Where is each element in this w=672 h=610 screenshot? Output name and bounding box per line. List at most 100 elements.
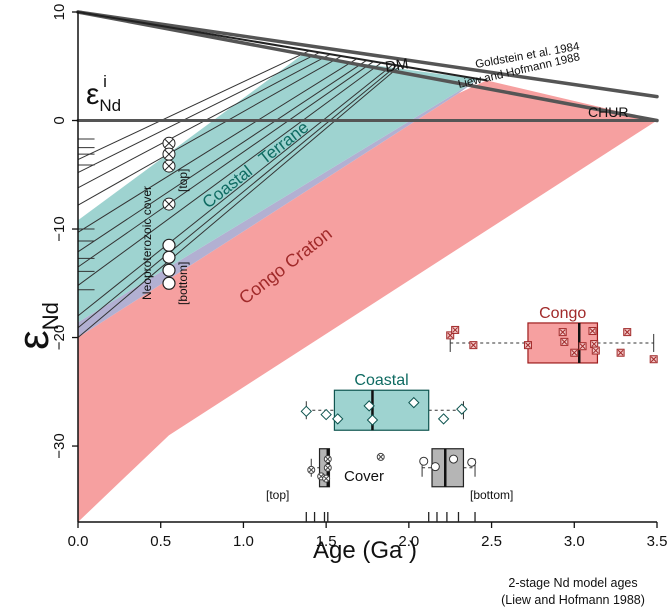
cover-label-marker: [376, 452, 385, 461]
evolution-line-1: [77, 51, 320, 174]
evolution-line-9: [77, 64, 398, 329]
line-dm: [77, 11, 488, 82]
epsilon-nd-initial-label: εNd i: [86, 72, 121, 115]
region-coastal-overlap: [78, 79, 479, 338]
cover-crossed-point-2-cross: [164, 161, 174, 171]
evolution-line-0: [77, 50, 310, 161]
boxplot-0-point-6-cross: [571, 349, 578, 356]
evolution-line-7: [77, 62, 382, 286]
axes-frame: [77, 12, 657, 523]
y-tick-label-0: 10: [51, 4, 68, 21]
boxplot-0-point-2: [469, 341, 478, 350]
boxplot-2-point-2-cross: [325, 456, 331, 462]
x-tick-label-4: 2.0: [398, 533, 419, 550]
boxplot-3-point-0: [419, 456, 429, 466]
boxplot-3: [419, 448, 477, 488]
footnote-line-2: (Liew and Hofmann 1988): [501, 593, 645, 607]
tick-layer: 0.0 0.5 1.0 1.5 2.0 2.5 3.0 3.5 10 0 −10 −20 −30: [51, 4, 667, 550]
boxplot-0-point-7-cross: [589, 328, 596, 334]
epsilon-label-sup: i: [103, 72, 107, 91]
x-tick-label-3: 1.5: [316, 533, 337, 550]
cover-crossed-point-0: [162, 136, 176, 150]
epsilon-label-sub: Nd: [99, 96, 121, 115]
boxplot-0-point-6: [570, 348, 579, 357]
x-tick-label-6: 3.0: [564, 533, 585, 550]
boxplot-2: [307, 448, 332, 488]
region-coastal-terrane: [78, 55, 479, 323]
y-tick-label-2: −10: [51, 216, 68, 241]
boxplot-0-point-9-cross: [592, 347, 599, 354]
label-cover-bottom-box: [bottom]: [470, 488, 513, 502]
boxplot-2-point-0-cross: [308, 467, 314, 473]
boxplot-0-point-13: [578, 342, 587, 351]
boxplot-0-point-5: [560, 337, 569, 346]
evolution-line-3: [77, 55, 342, 206]
boxplot-2-point-4-cross: [323, 475, 329, 482]
boxplot-0-point-1: [451, 325, 460, 334]
boxplot-0-point-12-cross: [650, 356, 657, 363]
x-axis-label: Age (Ga ): [313, 537, 417, 564]
boxplot-1-point-1: [320, 408, 332, 421]
boxplot-0-point-2-cross: [470, 342, 477, 348]
cover-open-point-0: [162, 238, 176, 252]
boxplot-0-point-11: [623, 328, 632, 337]
boxplot-0-point-13-cross: [579, 343, 586, 350]
y-tick-label-1: 0: [51, 116, 68, 124]
boxplot-2-point-3: [323, 463, 332, 472]
y-axis-label-sub: Nd: [38, 302, 63, 330]
boxplot-0-point-4: [558, 328, 567, 337]
evolution-line-8: [77, 64, 394, 317]
boxplot-0-point-9: [591, 346, 600, 355]
boxplot-1-point-6: [437, 413, 450, 425]
label-cover-bottom: [bottom]: [176, 262, 190, 305]
boxplot-1-point-3: [363, 400, 375, 412]
boxplot-0-point-7: [588, 327, 597, 336]
label-neoproterozoic-cover: Neoproterozoic cover: [140, 186, 154, 300]
cover-crossed-point-3-cross: [164, 199, 174, 209]
cover-open-point-1: [162, 250, 176, 264]
boxplot-0-name: Congo: [539, 305, 586, 322]
cover-crossed-point-1-cross: [164, 149, 174, 159]
cover-crossed-point-0-cross: [164, 139, 174, 148]
cover-crossed-point-3: [162, 197, 176, 211]
evolution-line-4: [77, 58, 358, 233]
boxplot-0-point-5-cross: [561, 339, 568, 345]
x-tick-label-0: 0.0: [68, 533, 89, 550]
boxplot-1: Coastal: [300, 372, 468, 431]
boxplot-0-point-12: [649, 355, 658, 364]
boxplot-3-point-3: [467, 457, 477, 467]
boxplot-1-name: Coastal: [354, 372, 408, 389]
evolution-line-6: [77, 61, 374, 268]
boxplot-0-point-8: [590, 340, 599, 349]
cover-crossed-point-1: [162, 147, 176, 161]
boxplot-0: Congo: [446, 305, 658, 364]
line-goldstein: [76, 10, 659, 99]
x-tick-label-2: 1.0: [233, 533, 254, 550]
boxplot-3-point-2: [449, 454, 459, 464]
boxplot-3-point-1: [430, 462, 440, 472]
x-tick-label-1: 0.5: [150, 533, 171, 550]
boxplot-layer: Congo Coastal: [300, 305, 658, 488]
boxplot-1-point-5: [408, 396, 420, 409]
cover-open-point-2: [162, 263, 176, 277]
boxplot-1-box: [333, 389, 430, 431]
y-tick-label-4: −30: [51, 433, 68, 458]
epsilon-label-main: ε: [86, 78, 99, 111]
label-chur: CHUR: [588, 104, 628, 120]
boxplot-0-point-11-cross: [624, 329, 631, 335]
boxplot-1-point-0: [300, 405, 312, 418]
boxplot-0-point-10-cross: [617, 349, 624, 356]
boxplot-1-point-7: [456, 403, 468, 415]
label-cover-top: [top]: [176, 169, 190, 192]
boxplot-2-point-2: [323, 455, 332, 464]
label-cover-top-box: [top]: [266, 488, 289, 502]
evolution-line-5: [77, 59, 367, 253]
boxplot-2-point-0: [307, 465, 316, 474]
boxplot-2-point-4: [322, 474, 331, 483]
label-dm: DM: [384, 56, 410, 76]
region-layer: [78, 55, 657, 523]
x-tick-label-7: 3.5: [647, 533, 668, 550]
boxplot-0-point-3: [523, 341, 532, 350]
boxplot-2-point-3-cross: [325, 465, 331, 471]
